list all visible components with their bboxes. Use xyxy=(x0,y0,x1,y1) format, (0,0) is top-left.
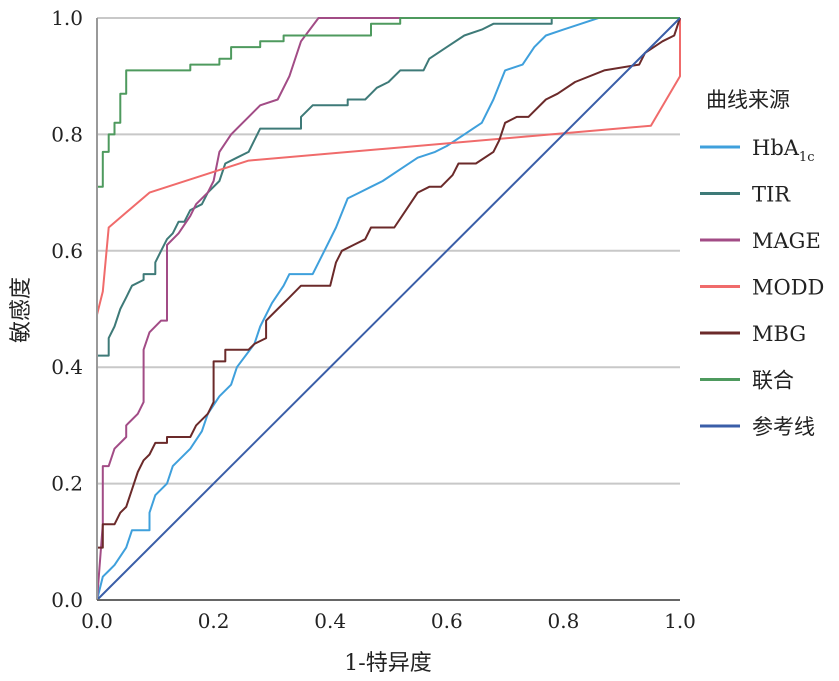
legend-label: 联合 xyxy=(752,369,794,393)
y-tick-label: 0.2 xyxy=(51,472,83,496)
legend-item: HbA1c xyxy=(700,136,814,165)
y-axis-title: 敏感度 xyxy=(9,277,34,343)
y-tick-labels: 0.0 0.2 0.4 0.6 0.8 1.0 xyxy=(51,6,83,612)
legend-label: HbA1c xyxy=(752,136,814,165)
roc-curve-4 xyxy=(96,18,681,316)
x-tick-label: 0.0 xyxy=(81,609,113,633)
y-tick-label: 0.4 xyxy=(51,355,83,379)
y-tick-label: 0.8 xyxy=(51,122,83,146)
y-tick-label: 0.0 xyxy=(51,588,83,612)
x-tick-label: 0.8 xyxy=(547,609,579,633)
y-tick-label: 1.0 xyxy=(51,6,83,30)
x-tick-label: 0.2 xyxy=(198,609,230,633)
gridlines xyxy=(97,17,680,485)
legend-label: MODD xyxy=(752,276,824,300)
roc-curve-3 xyxy=(96,17,680,601)
legend-item: 参考线 xyxy=(700,415,815,439)
roc-curve-2 xyxy=(96,17,680,600)
legend-label: TIR xyxy=(752,183,791,207)
legend-item: 联合 xyxy=(700,369,794,393)
legend-item: MAGE xyxy=(700,229,821,253)
roc-curve-6 xyxy=(96,17,680,600)
roc-curve-1 xyxy=(96,17,680,601)
x-axis-title: 1-特异度 xyxy=(344,651,431,676)
legend-label: MAGE xyxy=(752,229,821,253)
roc-curve-7 xyxy=(96,17,681,601)
legend-item: MBG xyxy=(700,322,806,346)
legend-title: 曲线来源 xyxy=(706,88,790,112)
x-tick-labels: 0.0 0.2 0.4 0.6 0.8 1.0 xyxy=(81,609,696,633)
y-tick-label: 0.6 xyxy=(51,239,83,263)
series-group xyxy=(96,17,681,601)
legend-item: TIR xyxy=(700,183,791,207)
legend-item: MODD xyxy=(700,276,824,300)
x-tick-label: 1.0 xyxy=(664,609,696,633)
x-tick-label: 0.6 xyxy=(431,609,463,633)
roc-curve-5 xyxy=(96,17,681,600)
x-tick-label: 0.4 xyxy=(314,609,346,633)
legend-label: MBG xyxy=(752,322,806,346)
legend-label: 参考线 xyxy=(752,415,815,439)
